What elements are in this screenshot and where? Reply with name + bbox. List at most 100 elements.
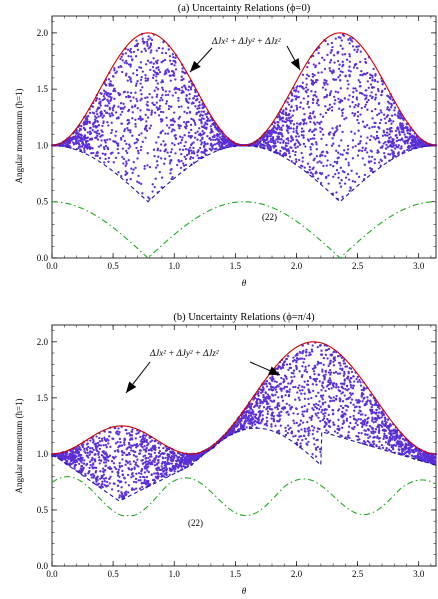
panel-a-scatter-point (161, 98, 164, 102)
panel-a-scatter-point (364, 125, 367, 129)
panel-a-scatter-point (335, 126, 338, 129)
panel-a-scatter-point (299, 101, 302, 104)
panel-a-scatter-point (337, 67, 341, 71)
panel-b-scatter-point (153, 439, 156, 443)
panel-b-scatter-point (298, 398, 301, 402)
panel-a-scatter-point (169, 59, 172, 62)
panel-a-scatter-point (354, 63, 357, 66)
panel-a-scatter-point (300, 151, 303, 155)
panel-a-scatter-point (298, 158, 301, 162)
panel-a-scatter-point (152, 103, 155, 106)
panel-a-scatter-point (121, 155, 124, 159)
panel-a-scatter-point (389, 119, 392, 122)
panel-b-scatter-point (306, 420, 309, 424)
panel-a-scatter-point (356, 110, 360, 114)
panel-a-scatter-point (348, 65, 351, 68)
panel-a-scatter-point (364, 147, 367, 150)
panel-a-scatter-point (304, 90, 307, 93)
panel-b-scatter-point (269, 377, 272, 380)
panel-a-scatter-point (361, 146, 364, 149)
panel-a-scatter-point (329, 51, 332, 54)
panel-a-scatter-point (315, 102, 319, 105)
panel-a-scatter-point (369, 94, 372, 97)
panel-a-scatter-point (125, 59, 128, 63)
panel-a-scatter-point (183, 155, 186, 158)
panel-a-scatter-point (370, 109, 374, 113)
panel-a-scatter-point (301, 73, 305, 76)
panel-a-scatter-point (109, 115, 112, 118)
panel-a-scatter-point (321, 115, 325, 118)
panel-b-scatter-point (282, 406, 285, 409)
panel-a-scatter-point (361, 120, 365, 123)
panel-b-scatter-point (328, 383, 332, 386)
panel-a-scatter-point (407, 144, 411, 148)
panel-a-scatter-point (407, 128, 410, 132)
panel-a-scatter-point (88, 111, 92, 115)
panel-a-scatter-point (75, 142, 78, 145)
panel-a-scatter-point (294, 98, 298, 101)
panel-a-scatter-point (189, 155, 193, 159)
panel-a-scatter-point (86, 131, 90, 134)
panel-b-scatter-point (298, 370, 301, 373)
panel-a-scatter-point (290, 136, 293, 139)
panel-a-scatter-point (198, 127, 201, 130)
panel-b-scatter-point (321, 381, 325, 384)
panel-a-scatter-point (306, 65, 309, 69)
panel-a-scatter-point (311, 173, 314, 176)
panel-a-scatter-point (172, 119, 175, 123)
panel-a-scatter-point (352, 87, 355, 90)
panel-a-scatter-point (294, 153, 297, 157)
panel-b-scatter-point (302, 349, 305, 353)
panel-a-scatter-point (82, 147, 86, 150)
panel-a-scatter-point (311, 75, 315, 78)
panel-b-scatter-point (358, 378, 361, 382)
panel-a-scatter-point (203, 140, 206, 144)
panel-a-scatter-point (341, 130, 344, 134)
panel-b-scatter-point (89, 451, 92, 454)
panel-a-scatter-point (289, 122, 292, 125)
panel-b-scatter-point (297, 386, 300, 390)
panel-a-scatter-point (327, 108, 330, 112)
panel-a-scatter-point (390, 114, 394, 117)
panel-b-scatter-point (67, 457, 71, 461)
panel-a-scatter-point (138, 181, 141, 184)
panel-a-scatter-point (301, 81, 304, 84)
panel-a-scatter-point (318, 62, 321, 65)
panel-b-scatter-point (363, 418, 367, 422)
panel-a-scatter-point (188, 97, 191, 100)
panel-a-scatter-point (139, 99, 142, 102)
panel-a-scatter-point (129, 80, 133, 83)
panel-b-scatter-point (297, 424, 300, 427)
panel-a-scatter-point (344, 158, 348, 161)
panel-a-scatter-point (125, 162, 128, 165)
panel-a-scatter-point (347, 161, 350, 164)
panel-a-scatter-point (117, 105, 120, 108)
panel-a-scatter-point (288, 119, 291, 122)
panel-a-scatter-point (386, 134, 389, 137)
panel-b-scatter-point (288, 404, 291, 407)
panel-a-scatter-point (131, 111, 134, 114)
panel-a-scatter-point (173, 134, 176, 137)
panel-a-scatter-point (335, 169, 339, 172)
panel-a-scatter-point (392, 154, 395, 158)
panel-a-scatter-point (295, 104, 298, 108)
panel-a-scatter-point (81, 142, 84, 145)
panel-b-scatter-point (325, 429, 328, 432)
panel-b-scatter-point (311, 344, 314, 347)
panel-a-scatter-point (348, 42, 351, 45)
panel-b-scatter-point (319, 405, 322, 408)
panel-b-scatter-point (307, 432, 310, 435)
panel-a-scatter-point (96, 129, 99, 132)
panel-b-scatter-point (313, 378, 317, 381)
panel-a-scatter-point (325, 79, 328, 83)
panel-a-scatter-point (178, 148, 182, 151)
panel-b-scatter-point (340, 392, 343, 395)
panel-b-ytick-label: 2.0 (37, 337, 49, 347)
panel-a-scatter-point (96, 151, 99, 155)
panel-a-scatter-point (296, 140, 299, 143)
panel-b-plot-area: 0.0 0.5 1.0 1.5 2.0 2.5 3.00.00.51.01.52.0 (37, 324, 437, 579)
panel-b-scatter-point (117, 446, 120, 449)
panel-a-scatter-point (404, 136, 407, 139)
panel-a-scatter-point (111, 84, 115, 87)
